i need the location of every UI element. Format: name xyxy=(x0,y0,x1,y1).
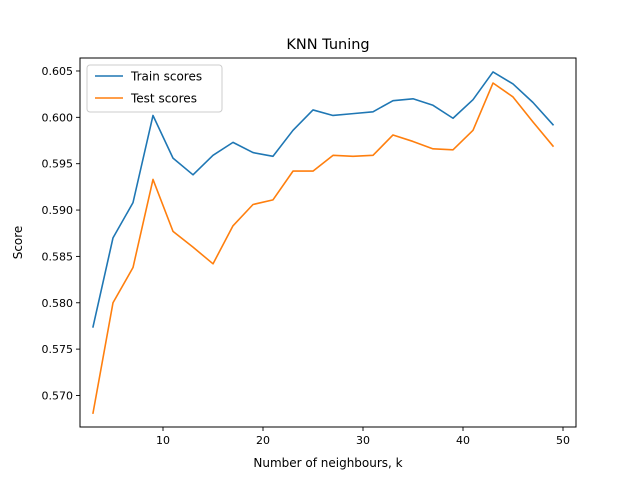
legend-label-test: Test scores xyxy=(130,92,197,106)
x-tick-label: 40 xyxy=(456,434,470,447)
y-tick-label: 0.605 xyxy=(42,65,74,78)
x-tick-label: 20 xyxy=(256,434,270,447)
y-tick-label: 0.600 xyxy=(42,111,74,124)
y-tick-label: 0.575 xyxy=(42,343,74,356)
x-axis-ticks: 10 20 30 40 50 xyxy=(156,427,570,447)
x-tick-label: 30 xyxy=(356,434,370,447)
x-tick-label: 50 xyxy=(556,434,570,447)
series-line-1 xyxy=(92,82,555,415)
y-axis-ticks: 0.570 0.575 0.580 0.585 0.590 0.595 0.600 0.605 xyxy=(42,65,80,402)
y-tick-label: 0.580 xyxy=(42,297,74,310)
series-layer xyxy=(92,71,555,415)
y-axis-label: Score xyxy=(11,226,25,260)
x-axis-label: Number of neighbours, k xyxy=(253,456,402,470)
y-tick-label: 0.590 xyxy=(42,204,74,217)
legend-label-train: Train scores xyxy=(130,70,202,84)
x-tick-label: 10 xyxy=(156,434,170,447)
y-tick-label: 0.595 xyxy=(42,158,74,171)
series-line-0 xyxy=(92,71,555,328)
chart-title: KNN Tuning xyxy=(286,37,369,53)
plot-frame xyxy=(79,57,577,428)
y-tick-label: 0.585 xyxy=(42,250,74,263)
legend: Train scores Test scores xyxy=(86,64,223,113)
y-tick-label: 0.570 xyxy=(42,389,74,402)
